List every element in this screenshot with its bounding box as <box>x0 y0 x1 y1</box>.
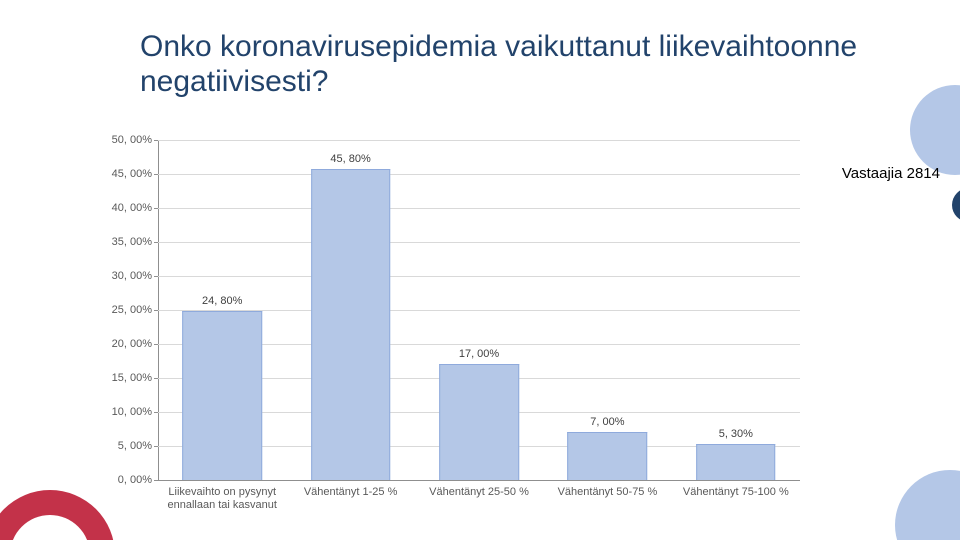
x-category-label: Vähentänyt 50-75 % <box>543 480 671 512</box>
bar-slot: 17, 00% <box>415 140 543 480</box>
bar-value-label: 45, 80% <box>286 153 414 165</box>
y-tick-mark <box>154 344 158 345</box>
bar-chart: 0, 00%5, 00%10, 00%15, 00%20, 00%25, 00%… <box>100 140 800 480</box>
y-tick-mark <box>154 208 158 209</box>
x-category-label: Vähentänyt 75-100 % <box>672 480 800 512</box>
y-tick-mark <box>154 140 158 141</box>
y-tick-label: 50, 00% <box>100 134 152 146</box>
y-tick-mark <box>154 276 158 277</box>
bar-slot: 5, 30% <box>672 140 800 480</box>
y-tick-label: 40, 00% <box>100 202 152 214</box>
y-tick-mark <box>154 174 158 175</box>
y-tick-mark <box>154 446 158 447</box>
slide: Onko koronavirusepidemia vaikuttanut lii… <box>0 0 960 540</box>
y-tick-mark <box>154 412 158 413</box>
y-tick-label: 20, 00% <box>100 338 152 350</box>
decorative-circle <box>895 470 960 540</box>
decorative-circle <box>910 85 960 175</box>
x-category-label: Vähentänyt 1-25 % <box>286 480 414 512</box>
bar-slot: 24, 80% <box>158 140 286 480</box>
y-tick-label: 15, 00% <box>100 372 152 384</box>
bar-slot: 45, 80% <box>286 140 414 480</box>
plot-area: 24, 80% 45, 80% 17, 00% 7, 00%5, 30% <box>158 140 800 480</box>
y-tick-label: 25, 00% <box>100 304 152 316</box>
bar <box>568 432 648 480</box>
x-category-label: Vähentänyt 25-50 % <box>415 480 543 512</box>
x-category-label: Liikevaihto on pysynyt ennallaan tai kas… <box>158 480 286 512</box>
y-tick-label: 5, 00% <box>100 440 152 452</box>
bar <box>182 311 262 480</box>
y-tick-label: 10, 00% <box>100 406 152 418</box>
chart-title: Onko koronavirusepidemia vaikuttanut lii… <box>140 30 860 99</box>
bar <box>311 169 391 480</box>
y-tick-mark <box>154 310 158 311</box>
y-tick-label: 30, 00% <box>100 270 152 282</box>
bar-value-label: 17, 00% <box>415 348 543 360</box>
bar-value-label: 24, 80% <box>158 295 286 307</box>
decorative-circle <box>952 188 960 222</box>
bar-value-label: 5, 30% <box>672 428 800 440</box>
bar <box>696 444 776 480</box>
y-tick-label: 35, 00% <box>100 236 152 248</box>
bar-value-label: 7, 00% <box>543 416 671 428</box>
y-tick-label: 0, 00% <box>100 474 152 486</box>
bar <box>439 364 519 480</box>
respondents-count: Vastaajia 2814 <box>842 165 940 182</box>
x-axis-labels: Liikevaihto on pysynyt ennallaan tai kas… <box>158 480 800 512</box>
y-tick-mark <box>154 242 158 243</box>
y-tick-mark <box>154 378 158 379</box>
bars-container: 24, 80% 45, 80% 17, 00% 7, 00%5, 30% <box>158 140 800 480</box>
y-tick-label: 45, 00% <box>100 168 152 180</box>
bar-slot: 7, 00% <box>543 140 671 480</box>
